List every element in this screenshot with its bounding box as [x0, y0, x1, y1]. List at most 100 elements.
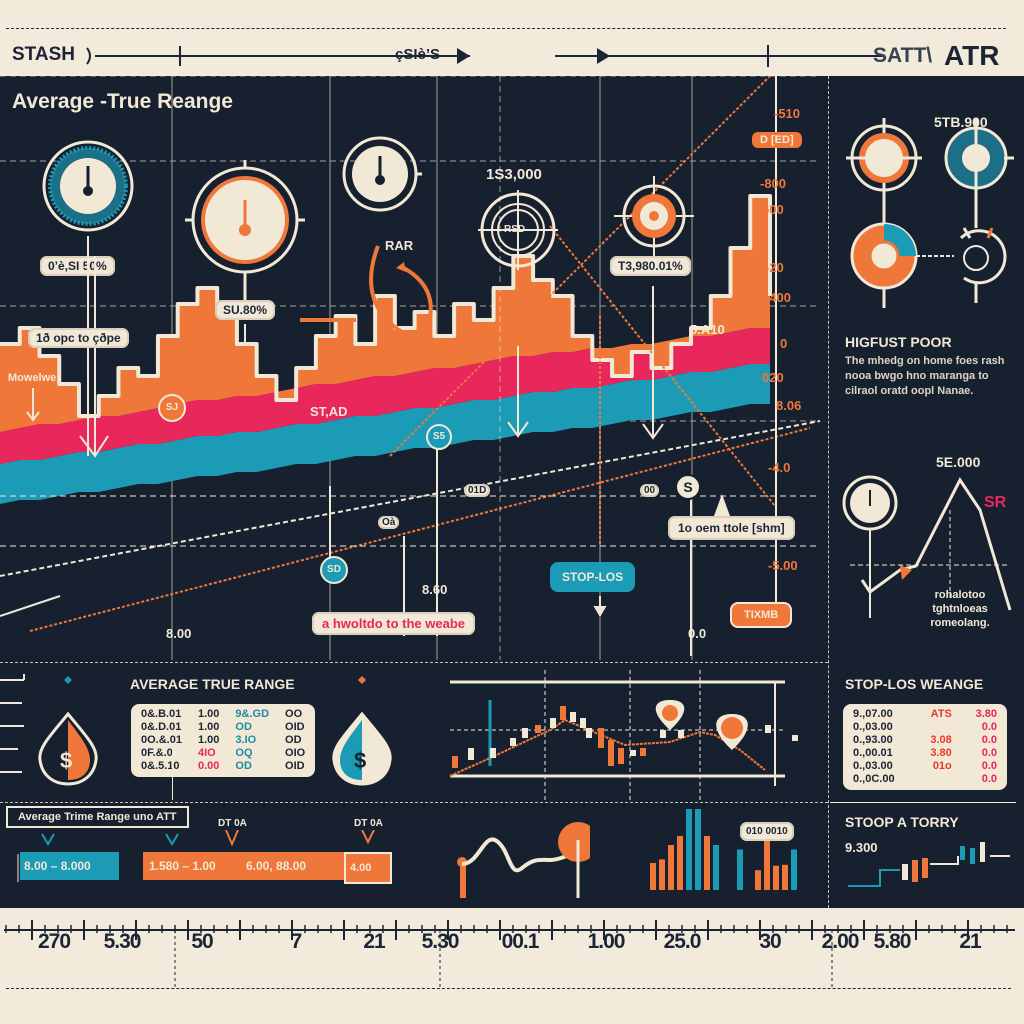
mini-trend-chart: [449, 670, 798, 800]
range-segment[interactable]: 4.00: [344, 852, 392, 884]
atr-bar: [713, 845, 719, 890]
mini-candle: [570, 712, 576, 722]
mini-candle: [586, 728, 592, 738]
atr-bar: [677, 836, 683, 890]
atr-bar: [764, 840, 770, 890]
ruler-label: 50: [191, 930, 213, 953]
header-mid-label: çSIè’S: [395, 46, 441, 63]
stoploss-table-cell: 0.,0C.00: [853, 773, 895, 785]
spike-value: 5E.000: [936, 454, 981, 470]
ruler-label: 5.30: [103, 930, 142, 953]
atr-bar: [704, 836, 710, 890]
atr-table-cell: 1.00: [197, 721, 220, 733]
stoploss-table: 9.,07.00 ATS 3.80 0.,03.00 0.0 0.,93.00 3.08 0.…: [843, 704, 1007, 790]
trend-line-stop: [29, 427, 811, 632]
axis-tag: D [ED]: [752, 132, 802, 148]
range-segment[interactable]: 8.00 – 8.000: [20, 852, 119, 880]
mini-candle: [678, 730, 684, 738]
right-axis-label: -5.00: [768, 558, 798, 573]
ruler-label: 7: [290, 930, 303, 953]
mini-candle: [608, 740, 614, 766]
marker-badge: 00: [640, 484, 660, 497]
atr-bar: [650, 863, 656, 890]
header-timeline: [86, 45, 885, 67]
atr-bar: [668, 845, 674, 890]
mini-candle: [660, 730, 666, 738]
marker-badge: Oà: [378, 516, 400, 529]
axis-value-label: 0.0: [688, 626, 707, 641]
stoploss-table-cell: 0.,03.00: [853, 721, 893, 733]
ruler-ticks: [4, 920, 1015, 988]
header-right-label: SATT\: [873, 44, 933, 67]
atr-bar: [659, 859, 665, 890]
header-bar: STASH çSIè’S SATT\ ATR: [0, 0, 1024, 76]
atr-table-cell: 0&.D.01: [141, 721, 182, 733]
ruler-label: 5.30: [421, 930, 460, 953]
gauge-icon: [342, 136, 422, 212]
atr-bar-chart: [650, 809, 797, 890]
right-axis-label: 020: [762, 370, 784, 385]
lower-band-area: [0, 364, 770, 504]
chart-marker[interactable]: SD: [320, 556, 348, 584]
mini-candle: [550, 718, 556, 728]
main-title: Average -True Reange: [12, 90, 233, 113]
atr-table-cell: 4IO: [197, 747, 216, 759]
atr-table-cell: 0F.&.0: [141, 747, 173, 759]
ruler-label: 2.00: [821, 930, 860, 953]
ruler-label: 5.80: [873, 930, 912, 953]
stoploss-table-row: 0.,93.00 3.08 0.0: [845, 734, 1005, 747]
atr-table-cell: 0.00: [197, 760, 220, 772]
ruler-label: 1.00: [587, 930, 626, 953]
stop-story-title: STOOP A TORRY: [845, 814, 959, 830]
atr-bar: [755, 870, 761, 890]
gauge-value-pill: 0’è,SI 50%: [40, 256, 115, 276]
atr-table-cell: OO: [285, 708, 303, 720]
atr-table-row: 0&.B.01 1.00 9&.GD OO: [133, 708, 313, 721]
mini-candle: [535, 725, 541, 733]
atr-banner: Average Trime Range uno ATT: [6, 806, 189, 828]
crosshair-icon: [478, 190, 558, 270]
range-segment[interactable]: 6.00, 88.00: [234, 852, 348, 880]
axis-value-label: 8.00: [166, 626, 192, 641]
range-tag: DT 0A: [218, 818, 247, 829]
chart-marker[interactable]: S5: [426, 424, 452, 450]
atr-table-cell: 0&.B.01: [141, 708, 182, 720]
stoploss-table-row: 0.,03.00 0.0: [845, 721, 1005, 734]
right-axis-label: 0: [780, 336, 788, 351]
mini-candle: [598, 728, 604, 748]
atr-table-cell: 0O.&.01: [141, 734, 182, 746]
dollar-drop-icon: $: [332, 676, 392, 786]
stoploss-table-row: 0.,00.01 3.80 0.0: [845, 747, 1005, 760]
stoploss-table-cell: 0.,03.00: [853, 760, 893, 772]
atr-bar: [773, 865, 779, 890]
trend-line-upper: [0, 420, 821, 577]
ruler-label: 21: [363, 930, 385, 953]
atr-table-cell: OD: [235, 760, 252, 772]
atr-bar: [791, 849, 797, 890]
spike-chart: [842, 475, 1012, 618]
atr-table-row: 0F.&.0 4IO OQ OIO: [133, 747, 313, 760]
stoploss-table-cell: 9.,07.00: [853, 708, 893, 720]
price-area: [0, 196, 770, 432]
atr-table-cell: OD: [235, 721, 252, 733]
stop-loss-button[interactable]: STOP-LOS: [550, 562, 636, 592]
mini-candle: [468, 748, 474, 760]
dollar-drop-icon: $: [38, 676, 98, 786]
top-divider: [6, 28, 1006, 29]
trade-button[interactable]: TIXMB: [730, 602, 793, 628]
stoploss-table-cell: 3.80: [930, 747, 952, 759]
atr-table-cell: 1.00: [197, 734, 220, 746]
callout-label: Mowelwe: [8, 372, 57, 384]
chart-marker[interactable]: SJ: [158, 394, 186, 422]
stoploss-table-cell: 3.80: [975, 708, 997, 720]
dollar-marker-icon[interactable]: S: [675, 474, 701, 500]
range-segment[interactable]: 1.580 – 1.00: [143, 852, 237, 880]
gauge-inner-text: RSD: [504, 224, 526, 235]
right-axis-label: -400: [765, 290, 792, 305]
stoploss-table-cell: 01o: [932, 760, 952, 772]
ruler-label: 25.0: [663, 930, 702, 953]
marker-badge: 01D: [464, 484, 491, 497]
side-scale: [0, 674, 25, 773]
atr-table-cell: OID: [285, 721, 305, 733]
indicator-icons: [846, 118, 1014, 308]
